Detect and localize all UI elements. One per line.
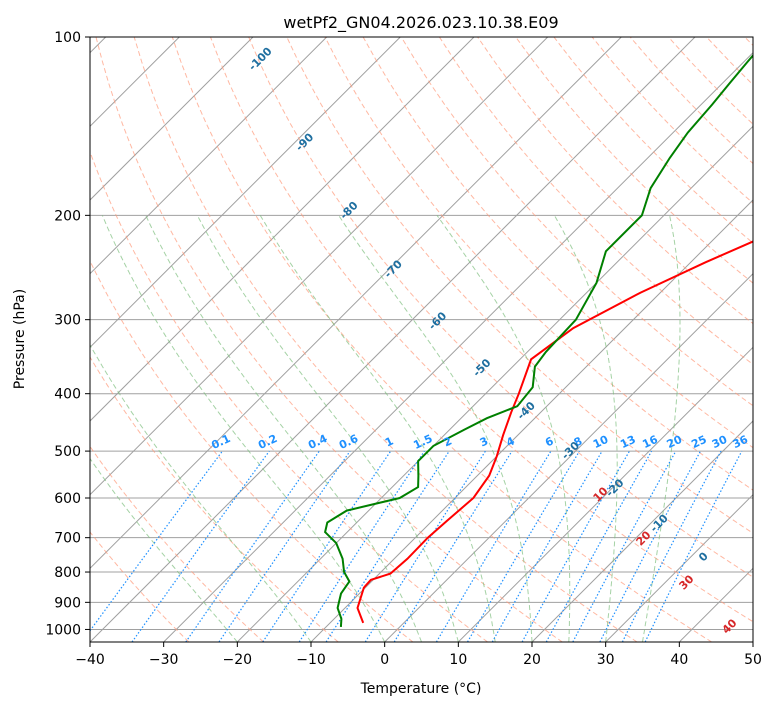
y-tick-label: 1000 bbox=[45, 622, 81, 638]
x-tick-label: 30 bbox=[597, 652, 615, 668]
y-axis-label: Pressure (hPa) bbox=[12, 289, 28, 389]
dry-adiabat-line bbox=[90, 150, 488, 642]
x-tick-label: 20 bbox=[523, 652, 541, 668]
temperature-profile bbox=[356, 240, 753, 624]
mixing-ratio-line bbox=[262, 450, 392, 642]
mixing-ratio-label: 25 bbox=[689, 433, 708, 451]
dry-adiabat-line bbox=[400, 37, 753, 407]
mixing-ratio-label: 30 bbox=[710, 433, 730, 451]
dry-adiabat-line bbox=[90, 531, 190, 642]
mixing-ratio-line bbox=[435, 450, 552, 642]
dry-adiabat-line bbox=[133, 37, 638, 642]
y-tick-label: 300 bbox=[54, 313, 81, 329]
mixing-ratio-label: 16 bbox=[640, 433, 660, 451]
isotherm-line bbox=[90, 37, 328, 275]
isotherm-line bbox=[457, 346, 753, 642]
mixing-ratio-line bbox=[325, 450, 450, 642]
dewpoint-profile bbox=[324, 53, 753, 627]
dry-adiabat-line bbox=[248, 37, 753, 578]
isotherm-line bbox=[236, 125, 753, 642]
y-axis-ticks: 1000 900 800 700 600 500 400 300 200 100 bbox=[45, 30, 90, 638]
moist-adiabat-line bbox=[90, 343, 312, 642]
mixing-ratio-label: 36 bbox=[731, 433, 751, 451]
moist-adiabat-line bbox=[145, 215, 422, 642]
mixing-ratio-line bbox=[90, 450, 223, 632]
dry-adiabat-line bbox=[438, 37, 753, 366]
x-tick-label: −30 bbox=[149, 652, 179, 668]
y-tick-label: 600 bbox=[54, 491, 81, 507]
y-tick-label: 700 bbox=[54, 531, 81, 547]
y-tick-label: 100 bbox=[54, 30, 81, 46]
y-tick-label: 900 bbox=[54, 595, 81, 611]
moist-adiabat-line bbox=[196, 215, 459, 642]
mixing-ratio-line bbox=[298, 450, 425, 642]
mixing-ratio-line bbox=[393, 450, 513, 642]
y-tick-label: 500 bbox=[54, 444, 81, 460]
isotherm-line bbox=[90, 37, 549, 496]
mixing-ratio-line bbox=[572, 450, 677, 642]
mixing-ratio-line bbox=[131, 450, 270, 642]
dry-adiabat-line bbox=[95, 37, 563, 642]
isotherm-line bbox=[531, 420, 753, 642]
chart-title: wetPf2_GN04.2026.023.10.38.E09 bbox=[283, 13, 558, 33]
isotherm-line bbox=[90, 37, 696, 642]
isotherm-line bbox=[605, 493, 753, 642]
y-tick-label: 800 bbox=[54, 565, 81, 581]
moist-adiabat-line bbox=[101, 215, 386, 642]
moist-adiabat-line bbox=[90, 457, 238, 642]
isotherm-line bbox=[90, 37, 254, 201]
dry-adiabat-line bbox=[210, 37, 753, 623]
moist-adiabat-line bbox=[259, 215, 496, 642]
x-tick-label: −20 bbox=[223, 652, 253, 668]
x-tick-label: 10 bbox=[449, 652, 467, 668]
y-tick-label: 400 bbox=[54, 387, 81, 403]
isotherm-line bbox=[90, 37, 475, 422]
x-tick-label: 0 bbox=[380, 652, 389, 668]
isotherm-line bbox=[163, 51, 753, 642]
isotherm-line bbox=[90, 37, 622, 570]
dry-adiabat-line bbox=[171, 37, 712, 642]
profile-lines bbox=[324, 53, 753, 627]
mixing-ratio-line bbox=[218, 450, 351, 642]
mixing-ratio-line bbox=[521, 450, 631, 642]
moist-adiabat-line bbox=[338, 215, 533, 642]
x-tick-label: −10 bbox=[296, 652, 326, 668]
mixing-ratio-line bbox=[364, 450, 486, 642]
mixing-ratio-label: 20 bbox=[665, 433, 685, 451]
mixing-ratio-line bbox=[621, 450, 722, 642]
y-tick-label: 200 bbox=[54, 208, 81, 224]
dry-adiabat-line bbox=[324, 37, 753, 491]
mixing-ratio-label: 10 bbox=[591, 433, 611, 451]
moist-adiabat-line bbox=[553, 215, 618, 642]
mixing-ratio-line bbox=[545, 450, 653, 642]
x-tick-label: 50 bbox=[744, 652, 762, 668]
isotherm-line bbox=[90, 37, 401, 349]
x-tick-label: −40 bbox=[75, 652, 105, 668]
moist-adiabat-line bbox=[642, 215, 681, 642]
isotherm-line bbox=[384, 272, 753, 642]
x-tick-label: 40 bbox=[670, 652, 688, 668]
dry-adiabat-line bbox=[90, 356, 339, 642]
dry-adiabat-line bbox=[515, 37, 753, 284]
mixing-ratio-label: 13 bbox=[618, 433, 637, 451]
mixing-ratio-line bbox=[185, 450, 320, 642]
dry-adiabat-line bbox=[90, 259, 414, 642]
plot-frame bbox=[89, 36, 754, 643]
mixing-ratio-line bbox=[599, 450, 702, 642]
background-lines bbox=[90, 37, 753, 642]
x-axis-label: Temperature (°C) bbox=[360, 681, 482, 697]
x-axis-ticks: −40 −30 −20 −10 0 10 20 30 40 50 bbox=[75, 642, 762, 668]
dry-adiabat-line bbox=[90, 445, 264, 642]
mixing-ratio-line bbox=[644, 450, 743, 642]
